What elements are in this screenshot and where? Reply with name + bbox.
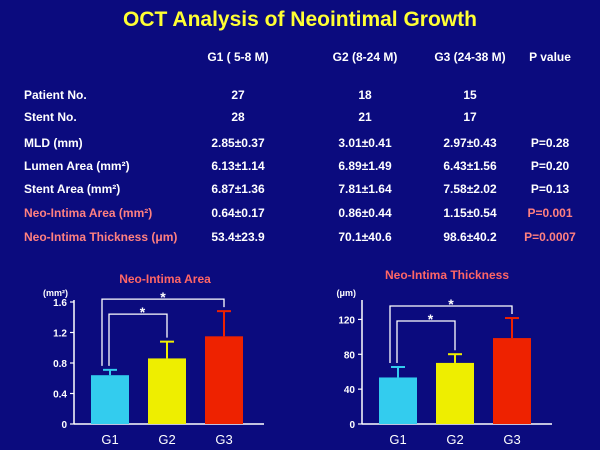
chart-title-thickness: Neo-Intima Thickness — [384, 268, 510, 282]
table-cell: 0.86±0.44 — [338, 206, 392, 220]
bar-g1 — [379, 377, 417, 424]
bar-g3 — [493, 338, 531, 424]
neo-intima-thickness-chart: (μm) 0 40 80 120 G1 G2 G3 * * — [336, 288, 552, 447]
table-cell: 6.87±1.36 — [211, 182, 265, 196]
x-tick-label: G2 — [158, 432, 175, 447]
y-tick-label: 1.6 — [53, 298, 67, 309]
significance-bracket-g1-g2 — [396, 320, 456, 364]
table-cell: 53.4±23.9 — [211, 230, 265, 244]
chart-title-area: Neo-Intima Area — [119, 272, 211, 286]
significance-bracket-g1-g2 — [108, 313, 168, 366]
table-cell: 27 — [231, 88, 245, 102]
table-cell: P=0.13 — [530, 182, 570, 196]
table-cell: 6.89±1.49 — [338, 159, 392, 173]
y-axis-label: (mm²) — [43, 288, 68, 298]
y-tick-label: 0.4 — [53, 390, 67, 401]
table-cell: 18 — [358, 88, 372, 102]
table-cell: P=0.20 — [530, 159, 570, 173]
column-header: P value — [529, 50, 571, 64]
column-header: G3 (24-38 M) — [434, 50, 506, 64]
row-label: Stent Area (mm²) — [24, 182, 121, 196]
significance-star: * — [428, 311, 434, 327]
x-tick-label: G2 — [446, 432, 463, 447]
row-label: Stent No. — [24, 110, 77, 124]
row-label: MLD (mm) — [24, 136, 83, 150]
row-label: Lumen Area (mm²) — [24, 159, 130, 173]
table-cell: 98.6±40.2 — [443, 230, 497, 244]
x-tick-label: G1 — [389, 432, 406, 447]
table-cell: 3.01±0.41 — [338, 136, 392, 150]
table-cell: 15 — [463, 88, 477, 102]
significance-bracket-g1-g3 — [101, 298, 225, 366]
table-cell: 17 — [463, 110, 477, 124]
row-label: Neo-Intima Area (mm²) — [24, 206, 153, 220]
table-cell: 6.43±1.56 — [443, 159, 497, 173]
table-cell: P=0.28 — [530, 136, 570, 150]
y-tick-label: 80 — [344, 350, 356, 361]
table-cell: P=0.0007 — [524, 230, 576, 244]
column-header: G1 ( 5-8 M) — [207, 50, 269, 64]
row-label: Neo-Intima Thickness (μm) — [24, 230, 178, 244]
y-tick-label: 120 — [338, 315, 355, 326]
table-cell: 1.15±0.54 — [443, 206, 497, 220]
x-tick-label: G1 — [101, 432, 118, 447]
table-cell: 0.64±0.17 — [211, 206, 265, 220]
x-tick-label: G3 — [503, 432, 520, 447]
bar-g1 — [91, 375, 129, 424]
bar-g3 — [205, 336, 243, 424]
slide-title: OCT Analysis of Neointimal Growth — [123, 8, 477, 31]
x-tick-label: G3 — [215, 432, 232, 447]
y-tick-label: 40 — [344, 385, 356, 396]
neo-intima-area-chart: (mm²) 0 0.4 0.8 1.2 1.6 G1 G2 G3 * * — [43, 288, 264, 447]
y-tick-label: 0.8 — [53, 359, 67, 370]
table-cell: P=0.001 — [527, 206, 573, 220]
y-tick-label: 0 — [61, 420, 67, 431]
table-cell: 2.85±0.37 — [211, 136, 265, 150]
table-cell: 21 — [358, 110, 372, 124]
y-axis-label: (μm) — [336, 288, 356, 298]
column-header: G2 (8-24 M) — [332, 50, 398, 64]
table-cell: 70.1±40.6 — [338, 230, 392, 244]
results-table: G1 ( 5-8 M) G2 (8-24 M) G3 (24-38 M) P valu… — [24, 50, 576, 244]
bar-g2 — [148, 358, 186, 424]
row-label: Patient No. — [24, 88, 87, 102]
significance-star: * — [140, 304, 146, 320]
table-cell: 6.13±1.14 — [211, 159, 265, 173]
table-cell: 28 — [231, 110, 245, 124]
table-cell: 7.58±2.02 — [443, 182, 497, 196]
table-cell: 2.97±0.43 — [443, 136, 497, 150]
y-tick-label: 0 — [349, 420, 355, 431]
significance-star: * — [160, 289, 166, 305]
bar-g2 — [436, 362, 474, 424]
table-cell: 7.81±1.64 — [338, 182, 392, 196]
significance-bracket-g1-g3 — [389, 305, 513, 364]
y-tick-label: 1.2 — [53, 329, 67, 340]
significance-star: * — [448, 296, 454, 312]
